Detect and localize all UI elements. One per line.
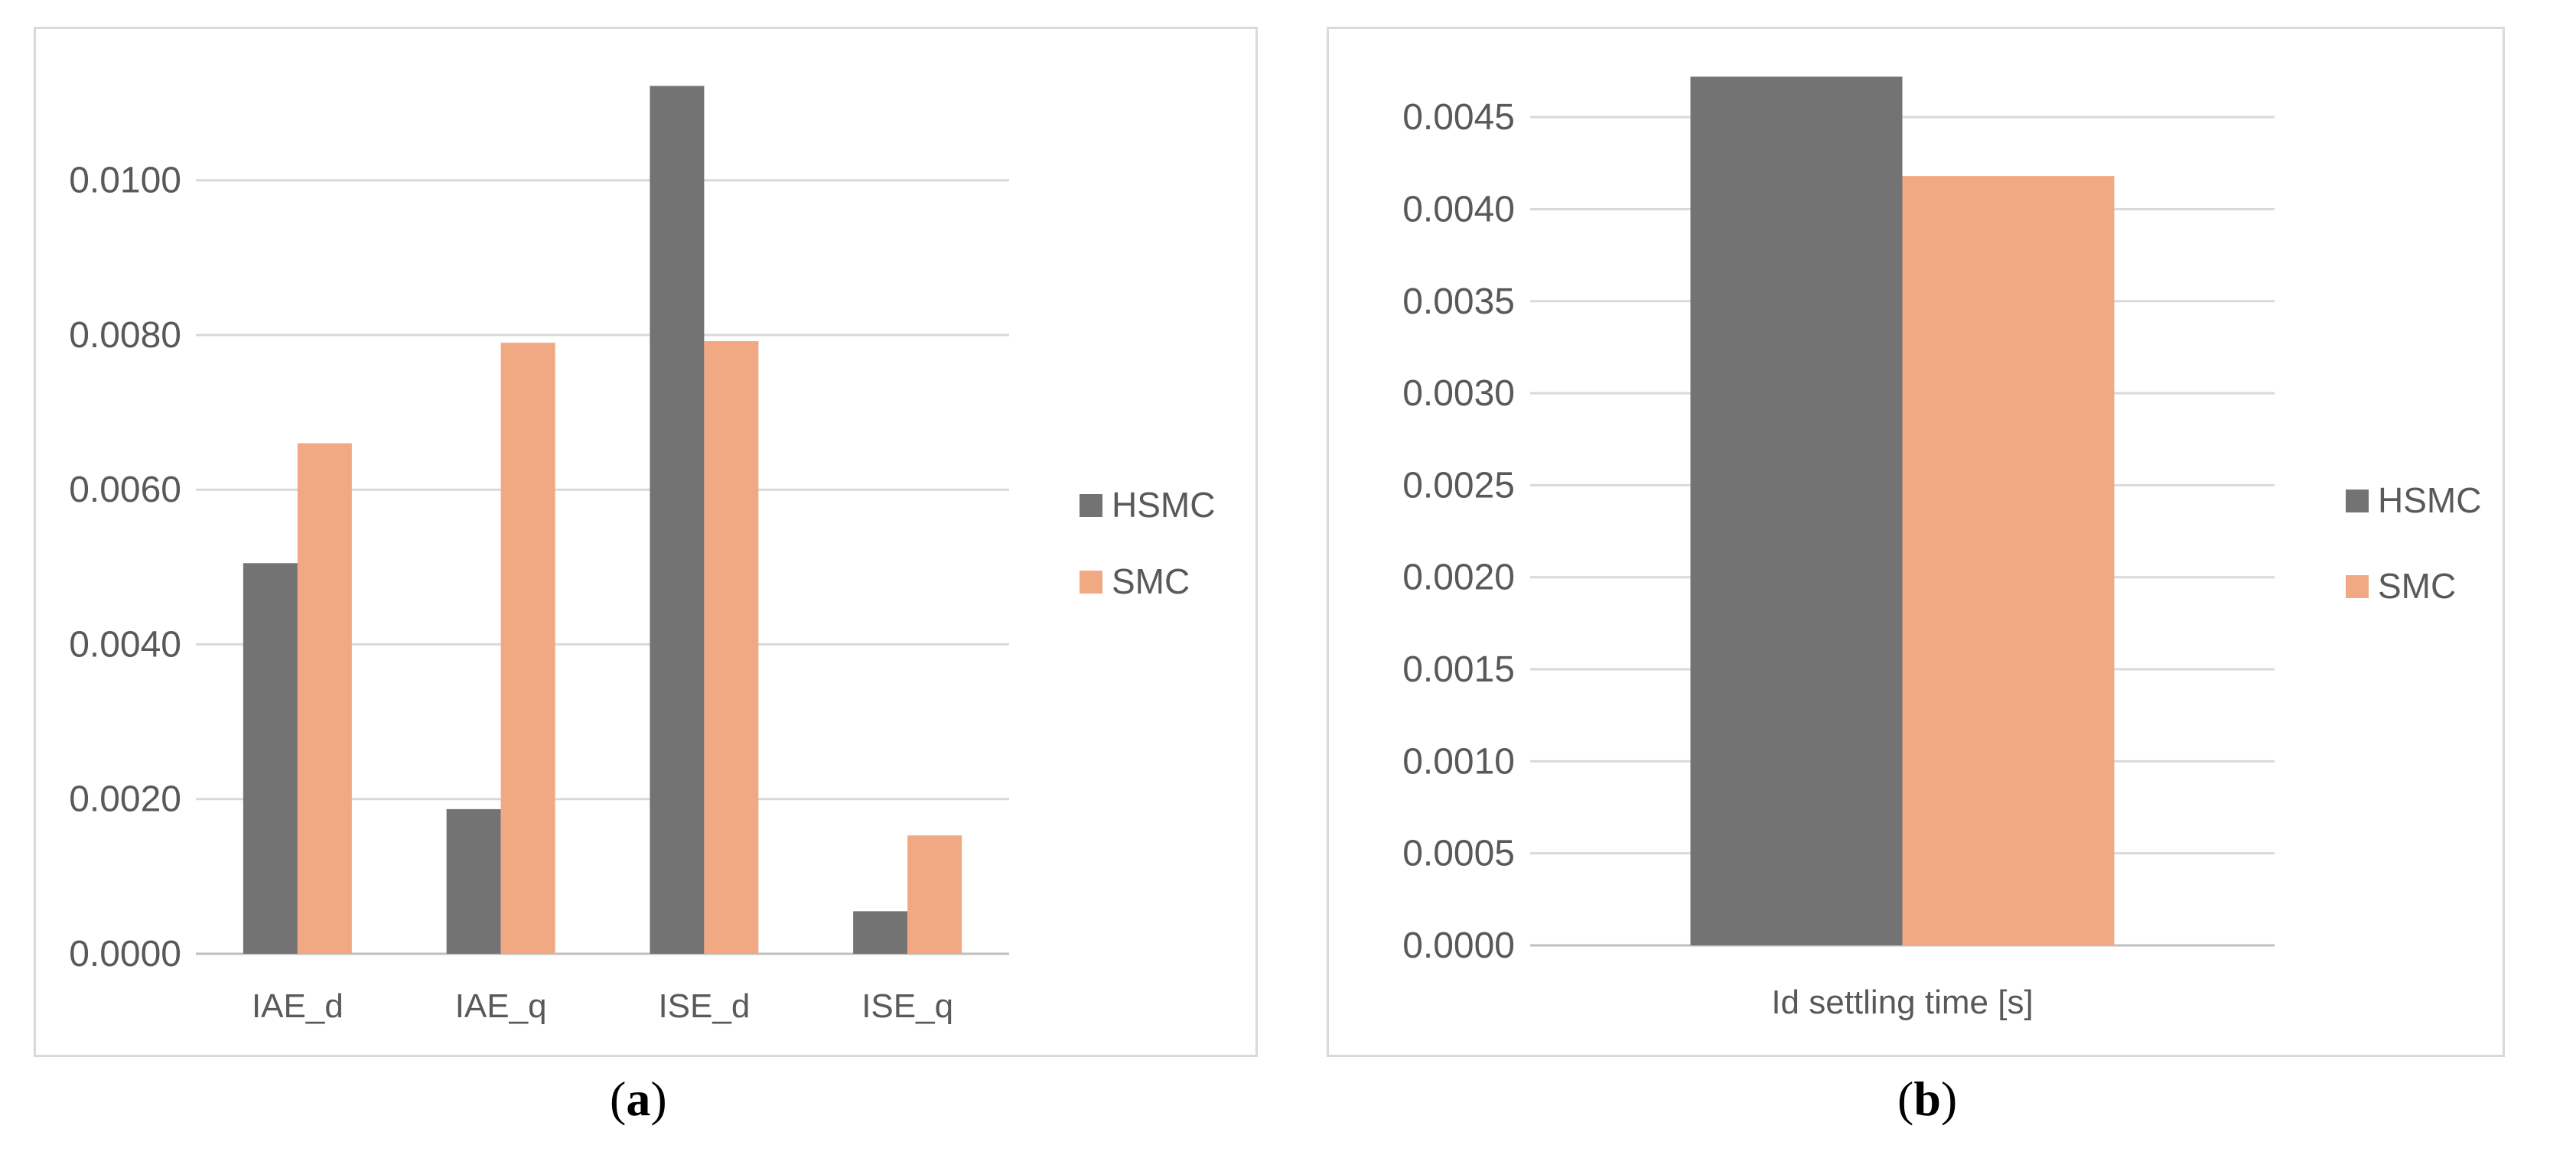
bar-hsmc-id-settling-time-s- bbox=[1690, 76, 1903, 945]
legend-label-smc: SMC bbox=[2378, 566, 2456, 606]
legend-swatch-smc bbox=[2346, 575, 2369, 598]
caption-a: (a) bbox=[610, 1072, 667, 1126]
bar-hsmc-ise-q bbox=[853, 911, 908, 954]
y-tick-label: 0.0010 bbox=[1402, 741, 1515, 782]
bar-smc-iae-d bbox=[297, 443, 352, 954]
bar-smc-iae-q bbox=[500, 343, 555, 954]
chart-panel-b: 0.0000 0.0005 0.0010 0.0015 0.0020 0.0025 0.00… bbox=[1327, 27, 2505, 1057]
y-tick-label: 0.0100 bbox=[69, 161, 181, 201]
y-tick-label: 0.0030 bbox=[1402, 373, 1515, 414]
y-tick-label: 0.0060 bbox=[69, 470, 181, 510]
x-category-label: ISE_d bbox=[658, 987, 750, 1025]
caption-b-letter: b bbox=[1913, 1072, 1941, 1126]
y-tick-label: 0.0000 bbox=[69, 934, 181, 974]
y-tick-label: 0.0020 bbox=[1402, 558, 1515, 598]
y-tick-label: 0.0020 bbox=[69, 779, 181, 820]
y-tick-label: 0.0040 bbox=[69, 624, 181, 665]
x-category-label: IAE_d bbox=[252, 987, 344, 1025]
y-tick-label: 0.0080 bbox=[69, 315, 181, 356]
y-tick-label: 0.0000 bbox=[1402, 925, 1515, 966]
bar-smc-id-settling-time-s- bbox=[1902, 176, 2115, 946]
legend-label-smc: SMC bbox=[1112, 561, 1190, 601]
bar-hsmc-iae-q bbox=[446, 808, 501, 954]
y-tick-label: 0.0045 bbox=[1402, 97, 1515, 138]
bar-smc-ise-q bbox=[907, 835, 962, 954]
y-tick-label: 0.0040 bbox=[1402, 189, 1515, 229]
legend-swatch-hsmc bbox=[1080, 494, 1102, 517]
x-category-label: IAE_q bbox=[455, 987, 547, 1025]
bar-hsmc-ise-d bbox=[650, 86, 705, 954]
caption-b: (b) bbox=[1897, 1072, 1958, 1126]
legend-swatch-hsmc bbox=[2346, 490, 2369, 512]
x-category-label: Id settling time [s] bbox=[1771, 984, 2033, 1021]
bar-smc-ise-d bbox=[704, 341, 759, 954]
legend-swatch-smc bbox=[1080, 571, 1102, 594]
legend-label-hsmc: HSMC bbox=[1112, 485, 1215, 525]
chart-b-svg: 0.0000 0.0005 0.0010 0.0015 0.0020 0.0025 0.00… bbox=[1402, 76, 2481, 1021]
y-tick-label: 0.0005 bbox=[1402, 834, 1515, 874]
y-tick-label: 0.0025 bbox=[1402, 465, 1515, 506]
y-tick-label: 0.0015 bbox=[1402, 649, 1515, 690]
chart-a-svg: 0.0000 0.0020 0.0040 0.0060 0.0080 0.0100 IAE_… bbox=[69, 86, 1215, 1025]
caption-a-letter: a bbox=[626, 1072, 651, 1126]
y-tick-label: 0.0035 bbox=[1402, 281, 1515, 322]
bar-hsmc-iae-d bbox=[243, 563, 298, 954]
legend-label-hsmc: HSMC bbox=[2378, 480, 2481, 520]
chart-panel-a: 0.0000 0.0020 0.0040 0.0060 0.0080 0.0100 IAE_… bbox=[34, 27, 1258, 1057]
x-category-label: ISE_q bbox=[861, 987, 953, 1025]
